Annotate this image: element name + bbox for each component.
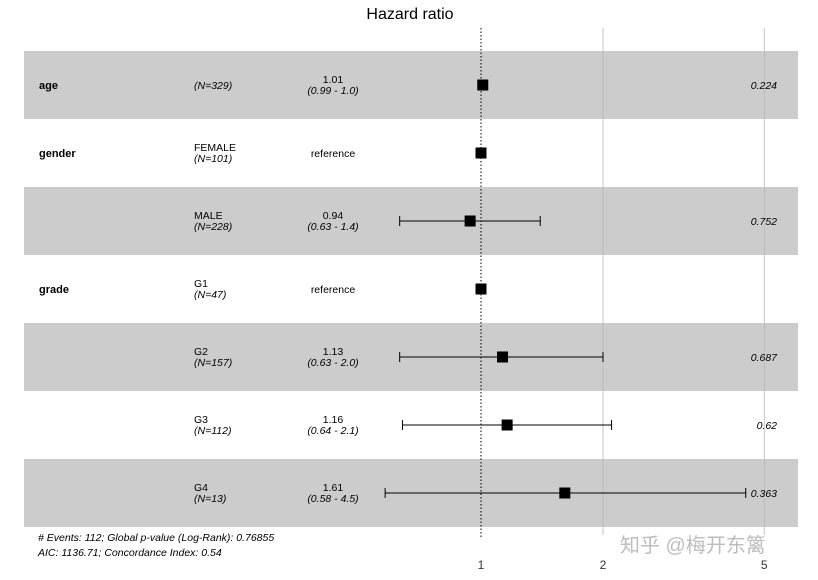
estimate-point xyxy=(464,215,476,227)
estimate-point xyxy=(501,419,513,431)
level-label: G1 xyxy=(194,278,208,290)
confidence-interval: (0.63 - 1.4) xyxy=(307,221,358,233)
level-label: FEMALE xyxy=(194,142,236,154)
estimate-point xyxy=(559,487,571,499)
hazard-ratio-value: 1.13 xyxy=(323,346,344,358)
variable-label: grade xyxy=(39,284,69,296)
p-value: 0.752 xyxy=(751,216,777,228)
row-labels: age (N=329) 1.01(0.99 - 1.0) 0.224 gender FEM… xyxy=(39,74,778,505)
variable-label: gender xyxy=(39,148,76,160)
variable-label: age xyxy=(39,80,58,92)
p-value: 0.687 xyxy=(751,352,778,364)
n-label: (N=329) xyxy=(194,80,232,92)
estimate-marks xyxy=(384,79,747,499)
estimate-point xyxy=(477,79,489,91)
level-label: MALE xyxy=(194,210,223,222)
footnote-aic: AIC: 1136.71; Concordance Index: 0.54 xyxy=(37,547,222,559)
level-label: G2 xyxy=(194,346,208,358)
footnote-events: # Events: 112; Global p-value (Log-Rank)… xyxy=(38,532,274,544)
row-band xyxy=(24,51,798,119)
confidence-interval: (0.63 - 2.0) xyxy=(307,357,358,369)
n-label: (N=47) xyxy=(194,289,226,301)
hazard-ratio-value: 0.94 xyxy=(323,210,344,222)
estimate-point xyxy=(475,283,487,295)
estimate-point xyxy=(497,351,509,363)
x-tick-label: 2 xyxy=(600,558,607,572)
n-label: (N=157) xyxy=(194,357,232,369)
estimate-point xyxy=(475,147,487,159)
confidence-interval: (0.58 - 4.5) xyxy=(307,493,358,505)
hazard-ratio-value: 1.01 xyxy=(323,74,344,86)
chart-title: Hazard ratio xyxy=(366,6,453,23)
p-value: 0.363 xyxy=(751,488,777,500)
p-value: 0.62 xyxy=(757,420,778,432)
x-tick-label: 5 xyxy=(761,558,768,572)
hazard-ratio-value: 1.61 xyxy=(323,482,344,494)
level-label: G3 xyxy=(194,414,208,426)
p-value: 0.224 xyxy=(751,80,777,92)
row-bands xyxy=(24,51,798,527)
x-tick-label: 1 xyxy=(478,558,485,572)
level-label: G4 xyxy=(194,482,208,494)
n-label: (N=13) xyxy=(194,493,226,505)
confidence-interval: (0.99 - 1.0) xyxy=(307,85,358,97)
grid-lines xyxy=(480,28,765,537)
n-label: (N=112) xyxy=(194,425,231,437)
reference-label: reference xyxy=(311,284,356,296)
hazard-ratio-value: 1.16 xyxy=(323,414,344,426)
n-label: (N=101) xyxy=(194,153,232,165)
n-label: (N=228) xyxy=(194,221,232,233)
confidence-interval: (0.64 - 2.1) xyxy=(307,425,358,437)
watermark: 知乎 @梅开东篱 xyxy=(620,534,766,557)
reference-label: reference xyxy=(311,148,356,160)
x-axis-ticks: 1 2 5 xyxy=(478,558,768,572)
